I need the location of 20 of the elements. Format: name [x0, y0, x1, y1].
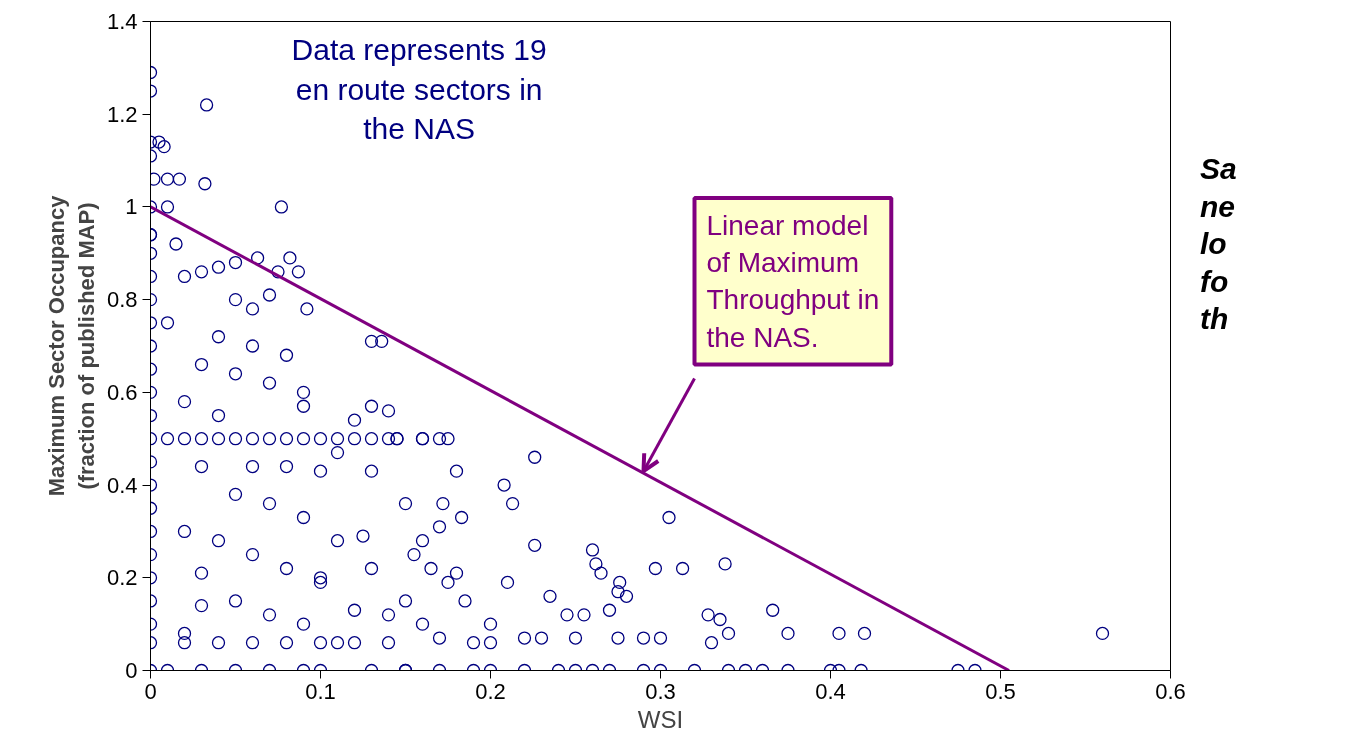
text: Sa ne lo fo th	[1200, 151, 1237, 337]
x-tick-label: 0.1	[305, 678, 336, 704]
y-tick-label: 1	[125, 194, 138, 220]
x-tick-label: 0.6	[1155, 678, 1186, 704]
y-tick-label: 0.6	[106, 379, 138, 405]
y-tick-label: 0.2	[106, 565, 138, 591]
x-tick-label: 0	[144, 678, 157, 704]
y-tick-label: 1.2	[106, 101, 138, 127]
x-axis-title: WSI	[637, 705, 684, 733]
y-tick-label: 1.4	[106, 9, 138, 34]
annotation: Data represents 19 en route sectors in the NAS	[291, 33, 547, 146]
x-tick-label: 0.4	[815, 678, 846, 704]
x-tick-label: 0.3	[645, 678, 676, 704]
x-tick-label: 0.5	[985, 678, 1016, 704]
y-tick-label: 0.4	[106, 472, 138, 498]
x-tick-label: 0.2	[475, 678, 506, 704]
y-axis-title: Maximum Sector Occupancy (fraction of published MAP)	[43, 194, 99, 497]
y-tick-label: 0.8	[106, 287, 138, 313]
annotation: Linear model of Maximum Throughput in the NAS.	[706, 209, 880, 353]
y-tick-label: 0	[125, 658, 138, 683]
